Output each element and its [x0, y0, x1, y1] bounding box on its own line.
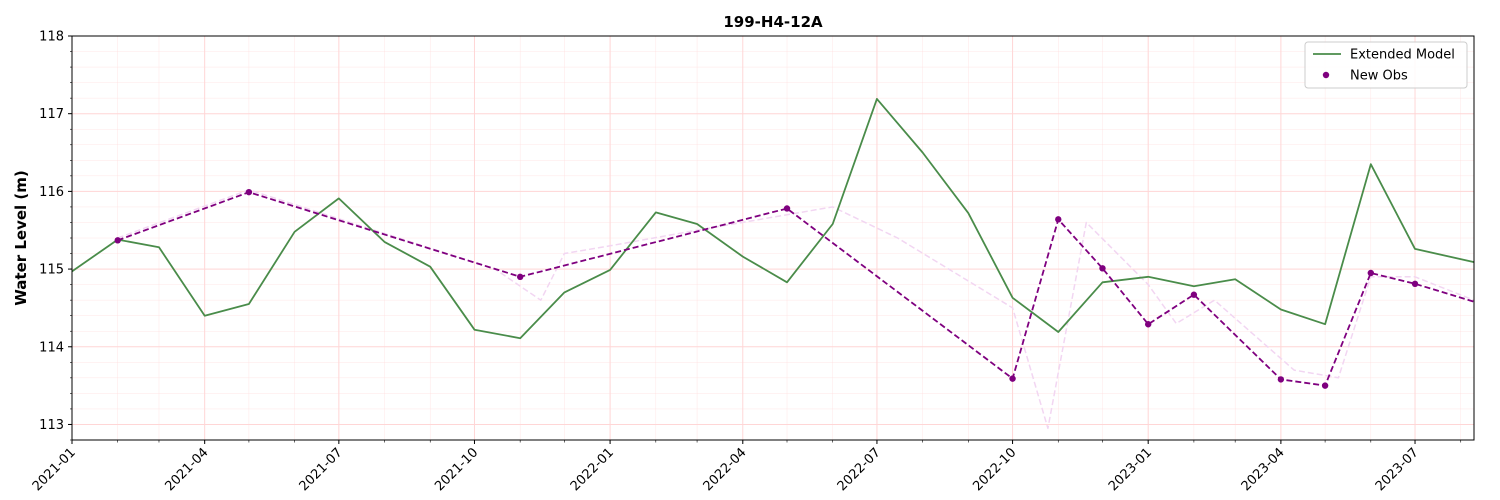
x-tick-label: 2023-07 [1373, 445, 1422, 494]
x-tick-label: 2022-01 [568, 445, 617, 494]
x-tick-label: 2021-07 [297, 445, 346, 494]
x-tick-label: 2021-01 [30, 445, 79, 494]
data-point [516, 273, 524, 281]
data-point [245, 188, 253, 196]
y-axis: 113 114 115 116 117 118 [39, 30, 72, 441]
x-tick-label: 2021-04 [162, 445, 211, 494]
x-tick-label: 2023-04 [1239, 445, 1288, 494]
y-tick-label: 118 [39, 30, 64, 45]
y-tick-label: 116 [39, 185, 64, 200]
legend-label: Extended Model [1350, 48, 1455, 63]
x-tick-label: 2021-10 [432, 445, 481, 494]
data-point [1144, 321, 1152, 328]
data-point [1321, 382, 1329, 389]
series-layer [71, 98, 1475, 430]
series-line [117, 191, 1475, 387]
legend-marker-swatch [1322, 71, 1330, 79]
series-line [71, 98, 1475, 340]
y-tick-label: 117 [39, 107, 64, 122]
data-point [114, 237, 121, 244]
data-point [1009, 375, 1016, 382]
data-point [1277, 376, 1285, 383]
data-point [1055, 216, 1062, 223]
data-point [1099, 265, 1106, 272]
data-point [1367, 269, 1375, 277]
y-tick-label: 114 [39, 340, 64, 355]
y-axis-label: Water Level (m) [12, 170, 30, 305]
y-tick-label: 113 [39, 418, 64, 433]
data-point [1190, 291, 1198, 298]
legend-box [1304, 41, 1468, 89]
legend-label: New Obs [1350, 69, 1408, 84]
x-tick-label: 2022-10 [970, 445, 1019, 494]
data-point [1411, 280, 1419, 288]
x-tick-label: 2022-07 [835, 445, 884, 494]
minor-grid [71, 35, 1474, 441]
y-tick-label: 115 [39, 263, 64, 278]
data-point [783, 205, 791, 212]
chart-title: 199-H4-12A [723, 13, 823, 31]
x-axis: 2021-01 2021-04 2021-07 2021-10 2022-01 2022-… [30, 440, 1462, 494]
x-tick-label: 2022-04 [701, 445, 750, 494]
x-tick-label: 2023-01 [1106, 445, 1155, 494]
legend: Extended Model New Obs [1304, 41, 1468, 89]
series-line [117, 189, 1475, 430]
